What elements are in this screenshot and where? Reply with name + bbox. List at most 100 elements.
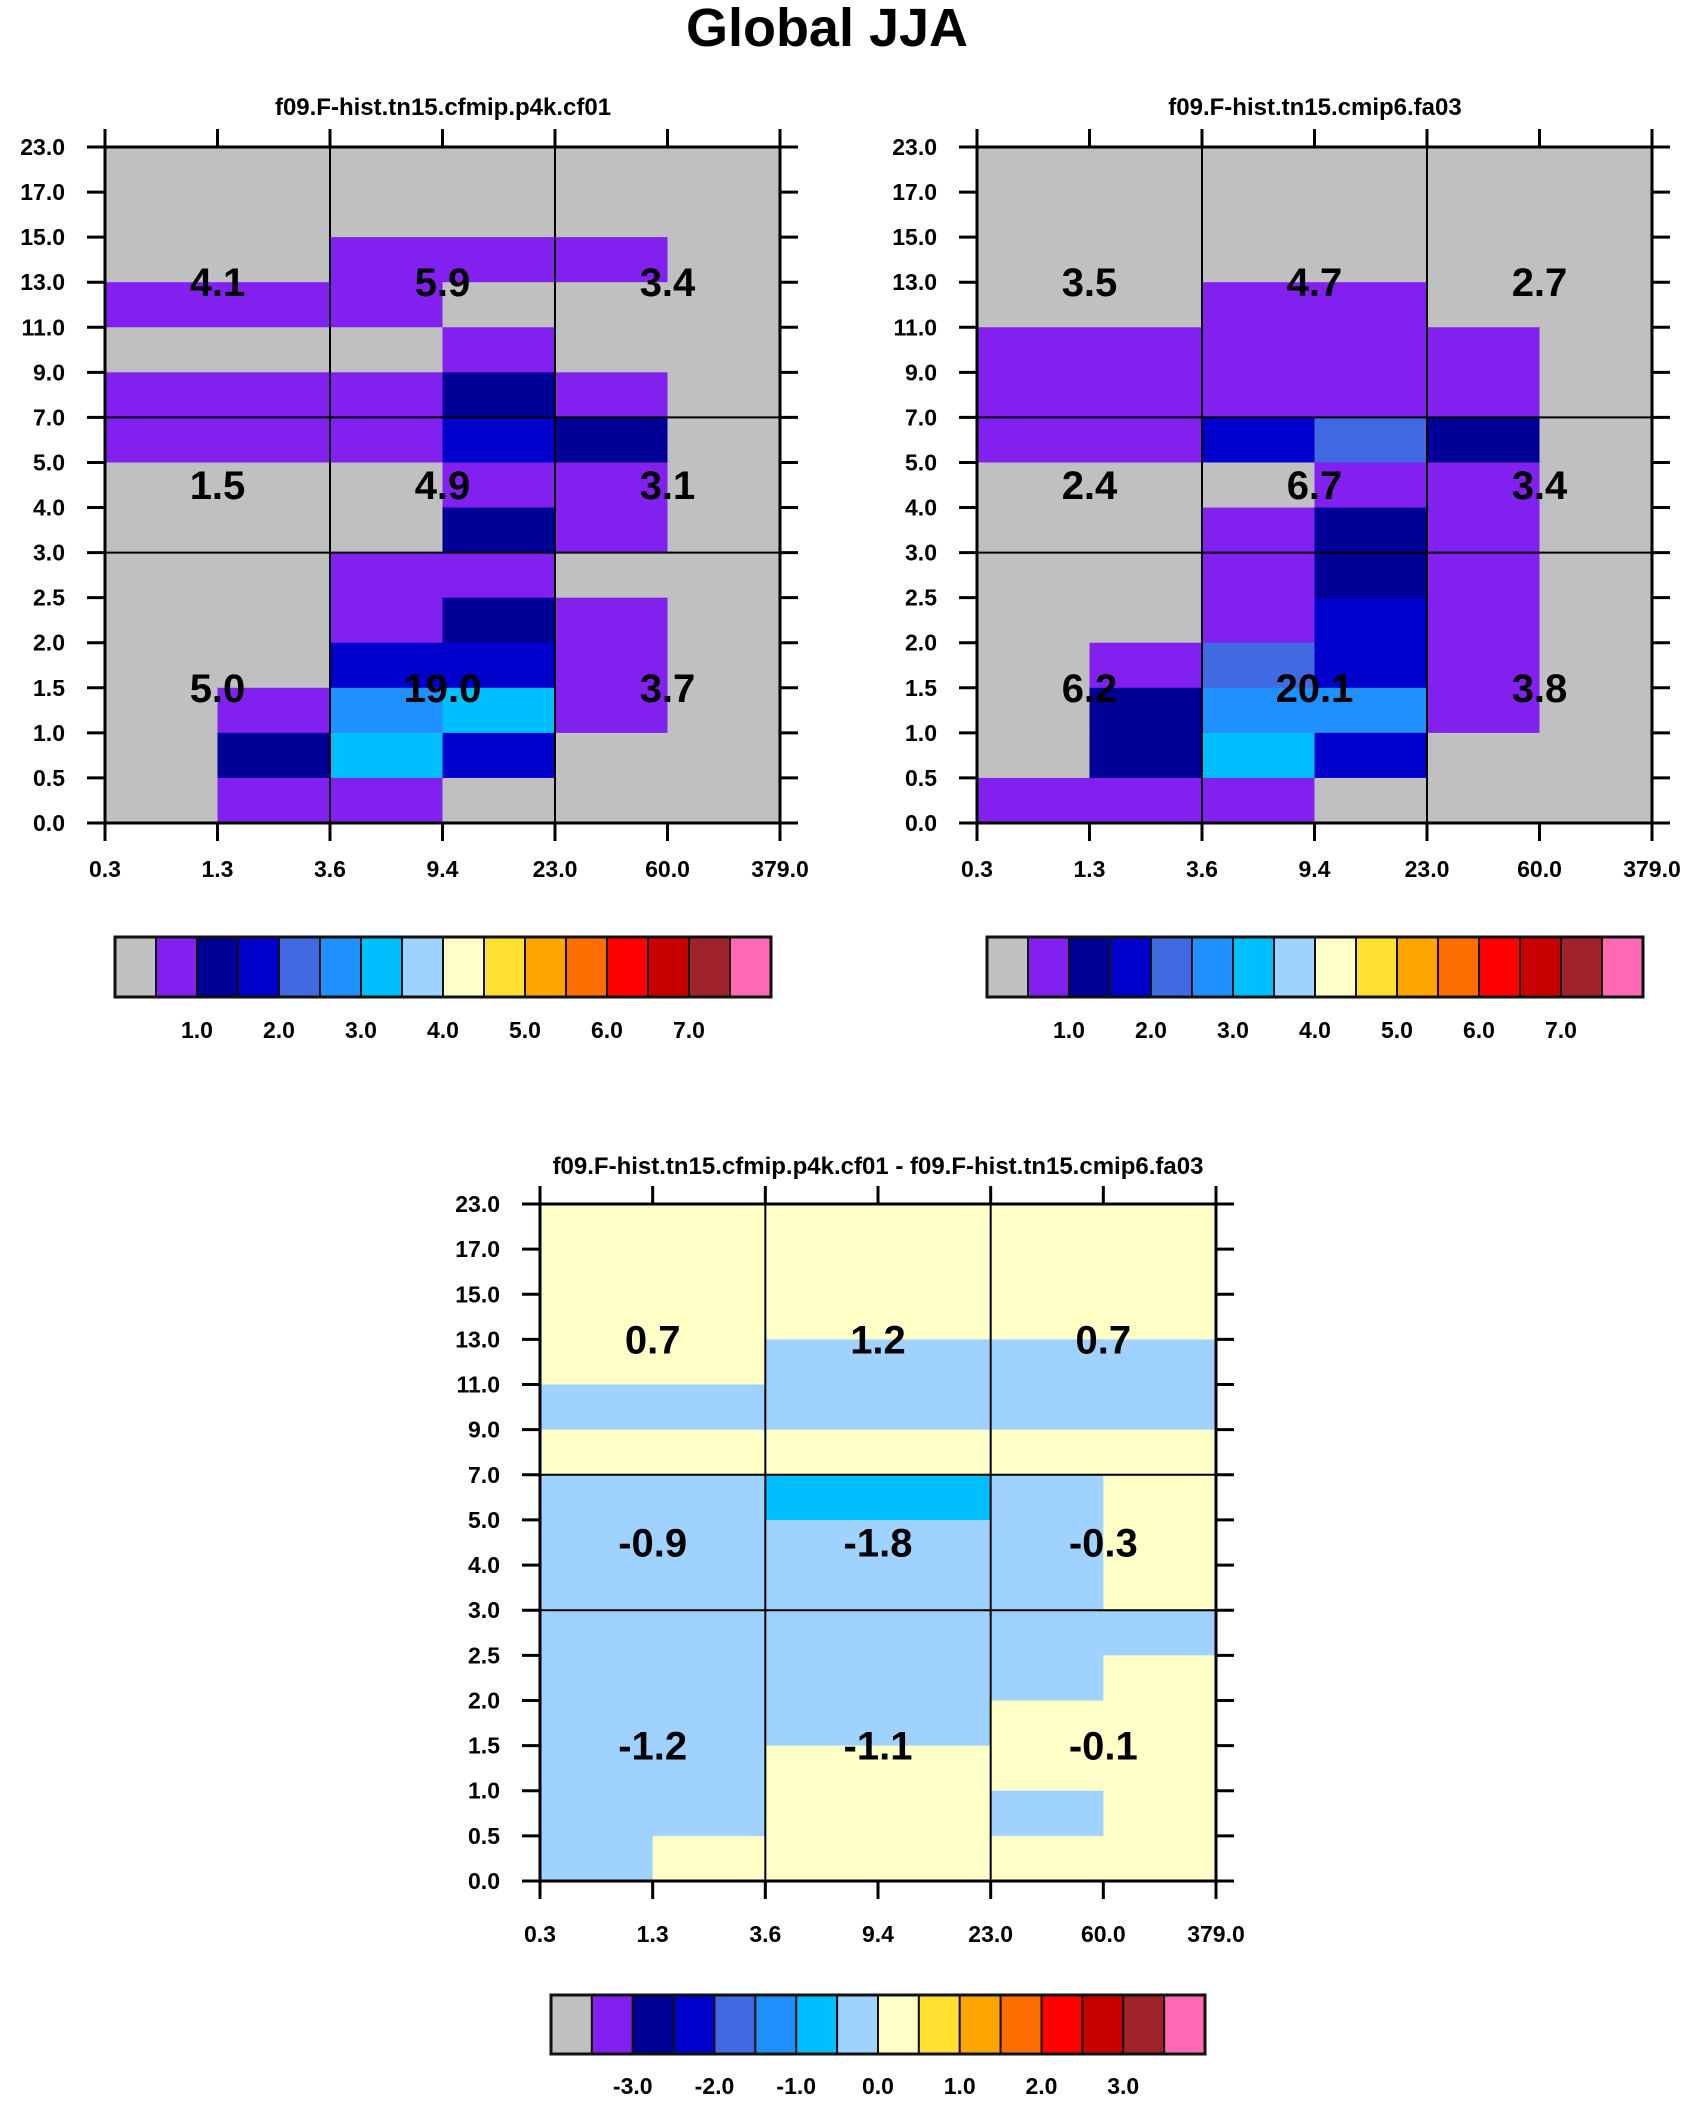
heatmap-cell bbox=[217, 282, 331, 328]
heatmap-cell bbox=[667, 147, 781, 193]
heatmap-cell bbox=[1103, 1655, 1217, 1701]
heatmap-cell bbox=[1202, 327, 1315, 373]
heatmap-cell bbox=[977, 192, 1090, 238]
heatmap-cell bbox=[1089, 552, 1203, 599]
heatmap-cell bbox=[878, 1294, 992, 1340]
heatmap-cell bbox=[1103, 1339, 1217, 1386]
heatmap-cell bbox=[540, 1339, 654, 1386]
heatmap-cell bbox=[540, 1835, 654, 1882]
colorbar-box bbox=[483, 936, 526, 998]
heatmap-cell bbox=[105, 597, 218, 644]
x-tick-label: 60.0 bbox=[1081, 1921, 1126, 1947]
heatmap-cell bbox=[1314, 282, 1428, 328]
x-tick-label: 23.0 bbox=[968, 1921, 1013, 1947]
heatmap-cell bbox=[1089, 282, 1203, 328]
heatmap-cell bbox=[977, 777, 1090, 824]
heatmap-cell bbox=[1202, 147, 1315, 193]
x-tick-label: 0.3 bbox=[524, 1921, 556, 1947]
heatmap-cell bbox=[1427, 777, 1540, 824]
box-value-label: 0.7 bbox=[625, 1318, 681, 1362]
heatmap-cell bbox=[667, 687, 781, 734]
heatmap-cell bbox=[1202, 372, 1315, 418]
heatmap-cell bbox=[990, 1474, 1104, 1521]
heatmap-cell bbox=[105, 147, 218, 193]
heatmap-cell bbox=[105, 372, 218, 418]
heatmap-cell bbox=[1089, 462, 1203, 509]
heatmap-cell bbox=[1427, 597, 1540, 644]
heatmap-cell bbox=[330, 642, 443, 689]
colorbar-label: 5.0 bbox=[1381, 1017, 1413, 1043]
heatmap-cell bbox=[977, 552, 1090, 599]
y-tick-label: 1.0 bbox=[33, 720, 65, 746]
y-tick-label: 15.0 bbox=[892, 224, 937, 250]
heatmap-cell bbox=[105, 417, 218, 463]
heatmap-cell bbox=[765, 1745, 879, 1792]
colorbar-box bbox=[1191, 936, 1234, 998]
heatmap-cell bbox=[105, 507, 218, 554]
y-tick-label: 4.0 bbox=[33, 495, 65, 521]
heatmap-cell bbox=[990, 1835, 1104, 1882]
colorbar-label: 5.0 bbox=[509, 1017, 541, 1043]
heatmap-cell bbox=[1314, 732, 1428, 779]
heatmap-cell bbox=[990, 1519, 1104, 1566]
y-tick-label: 4.0 bbox=[905, 495, 937, 521]
heatmap-cell bbox=[652, 1745, 766, 1792]
heatmap-cell bbox=[330, 372, 443, 418]
colorbar-box bbox=[1396, 936, 1439, 998]
heatmap-cell bbox=[330, 552, 443, 599]
heatmap-cell bbox=[765, 1474, 879, 1521]
heatmap-cell bbox=[442, 462, 556, 509]
heatmap-cell bbox=[990, 1610, 1104, 1656]
heatmap-cell bbox=[105, 642, 218, 689]
heatmap-cell bbox=[540, 1745, 654, 1792]
x-tick-label: 3.6 bbox=[314, 856, 346, 882]
box-value-label: -0.9 bbox=[618, 1522, 687, 1566]
heatmap-cell bbox=[1539, 507, 1653, 554]
x-tick-label: 0.3 bbox=[89, 856, 121, 882]
colorbar-box bbox=[1314, 936, 1357, 998]
heatmap-cell bbox=[1427, 372, 1540, 418]
heatmap-cell bbox=[652, 1519, 766, 1566]
heatmap-cell bbox=[442, 147, 556, 193]
heatmap-cell bbox=[105, 777, 218, 824]
heatmap-cell bbox=[765, 1790, 879, 1837]
colorbar-box bbox=[1601, 936, 1644, 998]
heatmap-cell bbox=[330, 327, 443, 373]
heatmap-cell bbox=[442, 327, 556, 373]
heatmap-cell bbox=[330, 192, 443, 238]
heatmap-cell bbox=[1539, 642, 1653, 689]
heatmap-cell bbox=[765, 1384, 879, 1431]
heatmap-cell bbox=[1103, 1294, 1217, 1340]
y-tick-label: 2.0 bbox=[33, 630, 65, 656]
heatmap-cell bbox=[330, 462, 443, 509]
heatmap-cell bbox=[652, 1429, 766, 1476]
colorbar-box bbox=[713, 1994, 757, 2055]
y-tick-label: 13.0 bbox=[20, 269, 65, 295]
colorbar-box bbox=[1081, 1994, 1125, 2055]
x-tick-label: 1.3 bbox=[1074, 856, 1106, 882]
heatmap-cell bbox=[1103, 1429, 1217, 1476]
colorbar-box bbox=[278, 936, 321, 998]
heatmap-cell bbox=[330, 687, 443, 734]
x-tick-label: 3.6 bbox=[1186, 856, 1218, 882]
heatmap-cell bbox=[977, 147, 1090, 193]
colorbar-label: 4.0 bbox=[1299, 1017, 1331, 1043]
heatmap-cell bbox=[1539, 237, 1653, 283]
heatmap-cell bbox=[1427, 552, 1540, 599]
heatmap-cell bbox=[442, 237, 556, 283]
heatmap-cell bbox=[652, 1204, 766, 1250]
heatmap-cell bbox=[1539, 597, 1653, 644]
heatmap-cell bbox=[217, 732, 331, 779]
heatmap-cell bbox=[105, 282, 218, 328]
heatmap-cell bbox=[1539, 147, 1653, 193]
heatmap-cell bbox=[540, 1700, 654, 1747]
heatmap-cell bbox=[990, 1700, 1104, 1747]
colorbar-box bbox=[1163, 1994, 1206, 2055]
heatmap-cell bbox=[1314, 327, 1428, 373]
heatmap-cell bbox=[1314, 147, 1428, 193]
heatmap-cell bbox=[977, 327, 1090, 373]
heatmap-cell bbox=[1314, 237, 1428, 283]
heatmap-cell bbox=[555, 192, 668, 238]
box-value-label: 2.7 bbox=[1512, 261, 1568, 305]
